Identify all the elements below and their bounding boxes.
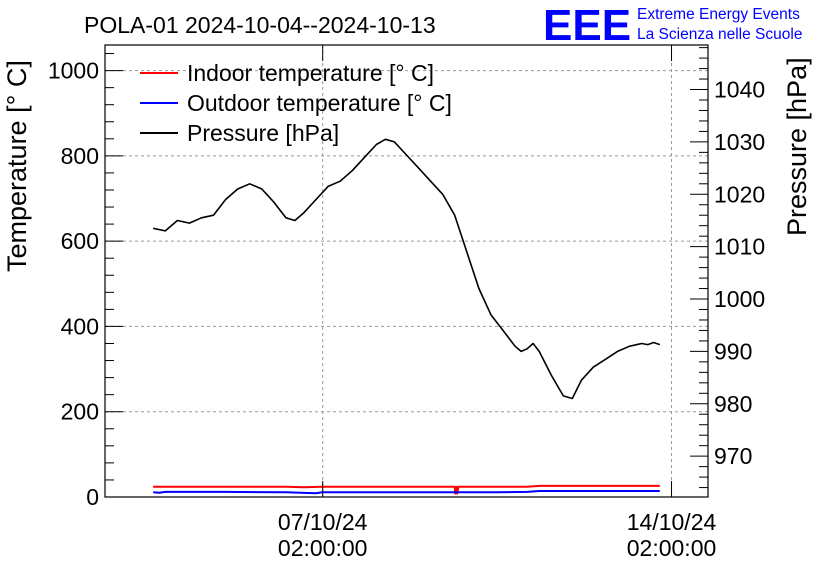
x-tick-label-time: 02:00:00 — [627, 535, 717, 561]
y-tick-label: 0 — [86, 484, 99, 510]
y-tick-label: 200 — [61, 399, 99, 425]
brand-line-1: Extreme Energy Events — [637, 6, 800, 23]
y2-tick-label: 990 — [714, 338, 752, 364]
plot-area — [153, 138, 661, 495]
y-tick-label: 800 — [61, 143, 99, 169]
outdoor-temperature-line — [153, 490, 660, 495]
x-tick-label-date: 07/10/24 — [278, 509, 368, 535]
y2-tick-label: 1030 — [714, 129, 765, 155]
chart-title: POLA-01 2024-10-04--2024-10-13 — [84, 12, 436, 38]
y2-tick-label: 970 — [714, 443, 752, 469]
y2-tick-label: 1020 — [714, 181, 765, 207]
y2-tick-label: 1000 — [714, 286, 765, 312]
indoor-temperature-line — [153, 484, 660, 495]
axis-ticks — [105, 45, 708, 498]
legend-indoor-label: Indoor temperature [° C] — [187, 60, 434, 86]
tick-labels: 0 200 400 600 800 1000 970 980 990 1000 1010 1020 10… — [48, 58, 765, 561]
legend-pressure-label: Pressure [hPa] — [187, 120, 339, 146]
legend-outdoor-label: Outdoor temperature [° C] — [187, 90, 452, 116]
legend: Indoor temperature [° C] Outdoor temperat… — [140, 60, 452, 146]
eee-logo: EEE — [543, 1, 631, 50]
plot-frame — [104, 44, 709, 498]
y2-tick-label: 1010 — [714, 234, 765, 260]
y-tick-label: 600 — [61, 228, 99, 254]
y2-tick-label: 1040 — [714, 77, 765, 103]
pressure-line — [153, 138, 661, 400]
y2-tick-label: 980 — [714, 391, 752, 417]
x-tick-label-time: 02:00:00 — [278, 535, 368, 561]
x-tick-label-date: 14/10/24 — [627, 509, 717, 535]
y-tick-label: 400 — [61, 313, 99, 339]
y2-axis-label: Pressure [hPa] — [782, 57, 812, 236]
y-tick-label: 1000 — [48, 58, 99, 84]
brand-line-2: La Scienza nelle Scuole — [637, 26, 802, 43]
y-axis-label: Temperature [° C] — [2, 60, 32, 272]
plot-border — [104, 44, 709, 498]
